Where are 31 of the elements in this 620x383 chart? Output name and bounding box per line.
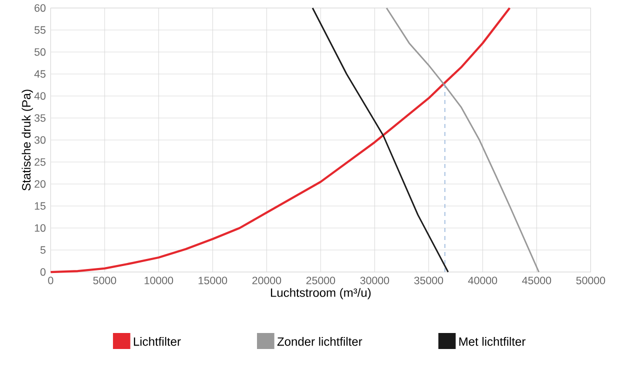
x-tick-label: 0 <box>48 276 54 284</box>
legend-label: Zonder lichtfilter <box>277 337 362 346</box>
x-tick-label: 20000 <box>252 276 282 284</box>
line-series <box>386 7 540 273</box>
y-tick-label: 5 <box>40 246 46 254</box>
y-tick-label: 50 <box>34 48 46 56</box>
x-tick-label: 10000 <box>144 276 174 284</box>
x-axis-title: Luchtstroom (m³/u) <box>270 288 371 300</box>
y-tick-label: 30 <box>34 136 46 144</box>
y-tick-label: 20 <box>34 180 46 188</box>
x-tick-label: 30000 <box>360 276 390 284</box>
y-tick-label: 15 <box>34 202 46 210</box>
x-tick-label: 40000 <box>468 276 498 284</box>
y-tick-label: 0 <box>40 268 46 276</box>
y-axis-title: Statische druk (Pa) <box>22 90 33 191</box>
y-tick-label: 25 <box>34 158 46 166</box>
y-tick-label: 60 <box>34 4 46 12</box>
legend-label: Lichtfilter <box>134 337 181 346</box>
x-tick-label: 25000 <box>306 276 336 284</box>
x-tick-label: 50000 <box>576 276 606 284</box>
x-tick-label: 45000 <box>522 276 552 284</box>
y-tick-label: 10 <box>34 224 46 232</box>
x-tick-label: 15000 <box>198 276 228 284</box>
y-tick-label: 40 <box>34 92 46 100</box>
y-tick-label: 45 <box>34 70 46 78</box>
y-tick-label: 55 <box>34 26 46 34</box>
x-tick-label: 5000 <box>93 276 116 284</box>
line-series <box>312 7 449 273</box>
y-tick-label: 35 <box>34 114 46 122</box>
legend-label: Met lichtfilter <box>459 337 526 346</box>
x-tick-label: 35000 <box>414 276 444 284</box>
